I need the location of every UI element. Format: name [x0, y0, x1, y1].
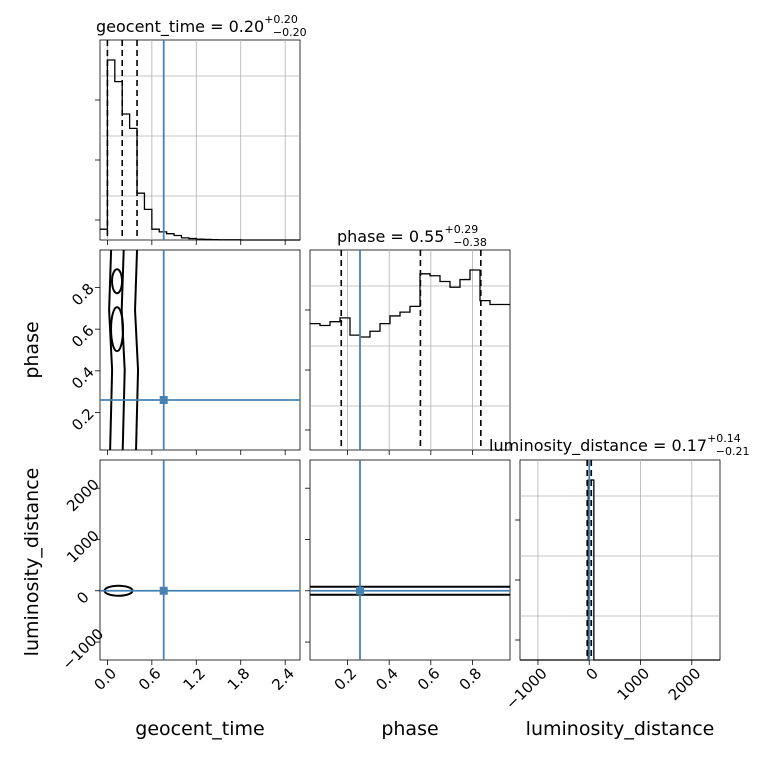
x-tick-label: 0.8: [456, 664, 486, 694]
x-tick-label: 0.6: [135, 664, 165, 694]
x-tick-label: 2.4: [268, 664, 298, 694]
panel-frame: [519, 459, 721, 661]
contour-line: [108, 249, 114, 451]
x-tick-label: 0.6: [414, 664, 444, 694]
y-tick-label: 0.8: [68, 280, 98, 310]
y-tick-label: 0.4: [68, 363, 98, 393]
x-tick-label: 0.2: [331, 664, 361, 694]
contour-line: [134, 249, 140, 451]
histogram-geocent-time: [100, 59, 300, 241]
x-tick-label: 0.4: [372, 664, 402, 694]
x-axis-label-geocent-time: geocent_time: [135, 718, 264, 740]
x-axis-label-phase: phase: [381, 718, 438, 740]
contour-line: [110, 306, 125, 353]
x-tick-label: 0.0: [91, 664, 121, 694]
x-tick-label: 1.2: [179, 664, 209, 694]
contour-line: [111, 268, 124, 295]
x-tick-label: 0: [582, 664, 601, 683]
x-tick-label: 1.8: [224, 664, 254, 694]
title-luminosity-distance: luminosity_distance = 0.17+0.14 −0.21: [489, 432, 750, 458]
panel-frame: [99, 39, 301, 241]
truth-marker: [159, 396, 168, 404]
y-tick-label: 2000: [63, 475, 103, 515]
panel-frame: [309, 249, 511, 451]
truth-marker: [356, 586, 364, 595]
y-axis-label-luminosity-distance: luminosity_distance: [21, 468, 43, 657]
title-geocent-time: geocent_time = 0.20+0.20 −0.20: [96, 13, 307, 39]
panel-frame: [309, 459, 511, 661]
x-tick-label: 1000: [614, 664, 654, 704]
panel-frame: [99, 459, 301, 661]
truth-marker: [159, 586, 168, 595]
y-tick-label: 1000: [63, 527, 103, 567]
y-tick-label: 0.6: [68, 321, 98, 351]
x-tick-label: −1000: [502, 664, 551, 713]
y-tick-label: 0: [73, 588, 92, 607]
x-axis-label-luminosity-distance: luminosity_distance: [526, 718, 715, 740]
panel-frames: [95, 39, 721, 665]
title-phase: phase = 0.55+0.29 −0.38: [337, 223, 487, 249]
y-axis-label-phase: phase: [21, 321, 43, 378]
histogram-phase: [310, 269, 510, 338]
panel-frame: [99, 249, 301, 451]
x-tick-label: 2000: [665, 664, 705, 704]
y-tick-label: 0.2: [68, 405, 98, 435]
